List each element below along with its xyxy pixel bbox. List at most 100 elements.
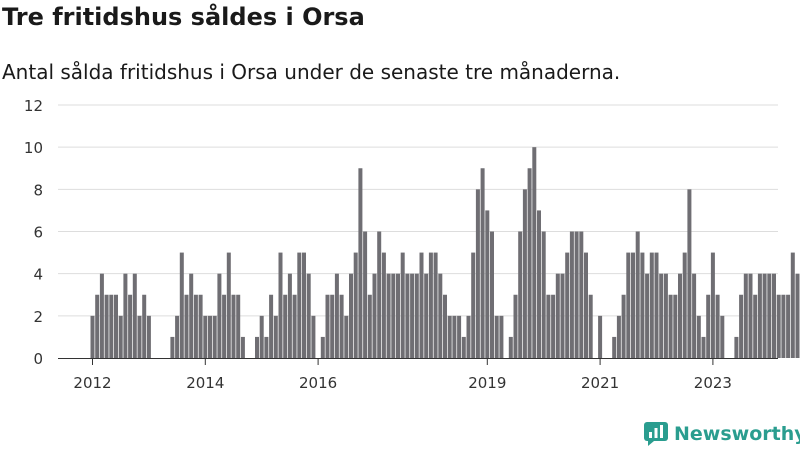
bar: [344, 315, 349, 358]
bar: [659, 273, 664, 358]
bar: [273, 315, 278, 358]
bar: [715, 294, 720, 358]
bar: [475, 189, 480, 358]
bar: [762, 273, 767, 358]
bar: [710, 252, 715, 358]
bar: [311, 315, 316, 358]
bar: [767, 273, 772, 358]
bar: [349, 273, 353, 358]
bar: [748, 273, 753, 358]
bar: [259, 315, 264, 358]
bar: [222, 294, 227, 358]
bar: [753, 294, 758, 358]
bar: [668, 294, 673, 358]
bar: [772, 273, 776, 358]
bar: [367, 294, 372, 358]
bar: [776, 294, 781, 358]
bar: [193, 294, 198, 358]
bar: [616, 315, 621, 358]
bar: [560, 273, 565, 358]
bar: [720, 315, 725, 358]
bar: [377, 231, 382, 358]
bar: [396, 273, 400, 358]
bar: [612, 336, 617, 358]
bar: [696, 315, 701, 358]
bar: [508, 336, 513, 358]
bar: [104, 294, 109, 358]
bar: [226, 252, 231, 358]
bar: [522, 189, 527, 358]
bar: [654, 252, 659, 358]
bar: [457, 315, 462, 358]
bar: [123, 273, 128, 358]
bar: [95, 294, 100, 358]
bar: [231, 294, 236, 358]
bar: [551, 294, 556, 358]
bar: [687, 189, 692, 358]
bar: [649, 252, 654, 358]
bar: [532, 147, 537, 358]
bar: [381, 252, 386, 358]
bars: [90, 147, 800, 358]
bar: [499, 315, 504, 358]
x-tick-label: 2023: [694, 374, 732, 392]
x-tick-label: 2019: [468, 374, 506, 392]
bar: [297, 252, 302, 358]
bar: [179, 252, 184, 358]
bar: [400, 252, 405, 358]
bar: [391, 273, 396, 358]
bar: [734, 336, 739, 358]
bar: [372, 273, 377, 358]
bar: [255, 336, 259, 358]
bar: [320, 336, 325, 358]
bar: [325, 294, 330, 358]
bar: [480, 168, 485, 358]
bar: [461, 336, 466, 358]
bar: [428, 252, 433, 358]
bar: [555, 273, 560, 358]
y-axis-labels: 0 2 4 6 8 10 12: [24, 97, 43, 368]
bar: [146, 315, 151, 358]
bar: [739, 294, 744, 358]
bar: [278, 252, 283, 358]
bar: [175, 315, 180, 358]
bar: [598, 315, 603, 358]
bar: [330, 294, 335, 358]
bar: [471, 252, 476, 358]
y-tick-label: 8: [33, 181, 43, 199]
bar: [635, 231, 640, 358]
y-tick-label: 6: [33, 224, 43, 242]
bar: [236, 294, 241, 358]
bar: [170, 336, 175, 358]
bar: [118, 315, 123, 358]
bar: [682, 252, 687, 358]
y-tick-label: 10: [24, 139, 43, 157]
bar: [584, 252, 588, 358]
newsworthy-logo-icon: [644, 422, 668, 446]
y-tick-label: 12: [24, 97, 43, 115]
bar: [240, 336, 245, 358]
bar: [692, 273, 697, 358]
bar: [353, 252, 358, 358]
bar: [142, 294, 147, 358]
bar: [565, 252, 570, 358]
bar: [537, 210, 541, 358]
bar: [292, 294, 297, 358]
bar: [137, 315, 142, 358]
bar: [443, 294, 447, 358]
bar: [217, 273, 222, 358]
bar: [678, 273, 682, 358]
bar: [208, 315, 212, 358]
bar: [128, 294, 133, 358]
x-tick-label: 2016: [299, 374, 337, 392]
bar: [283, 294, 288, 358]
bar: [673, 294, 678, 358]
bar: [405, 273, 410, 358]
bar: [485, 210, 490, 358]
bar: [269, 294, 274, 358]
x-tick-label: 2021: [581, 374, 619, 392]
bar: [743, 273, 748, 358]
bar: [588, 294, 593, 358]
y-tick-label: 4: [33, 266, 43, 284]
